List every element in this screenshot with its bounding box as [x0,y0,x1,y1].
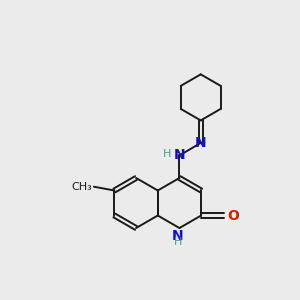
Text: N: N [195,136,206,150]
Text: O: O [228,208,240,223]
Text: N: N [174,148,185,162]
Text: N: N [172,230,184,244]
Text: H: H [174,238,182,248]
Text: CH₃: CH₃ [72,182,92,192]
Text: H: H [163,149,171,159]
